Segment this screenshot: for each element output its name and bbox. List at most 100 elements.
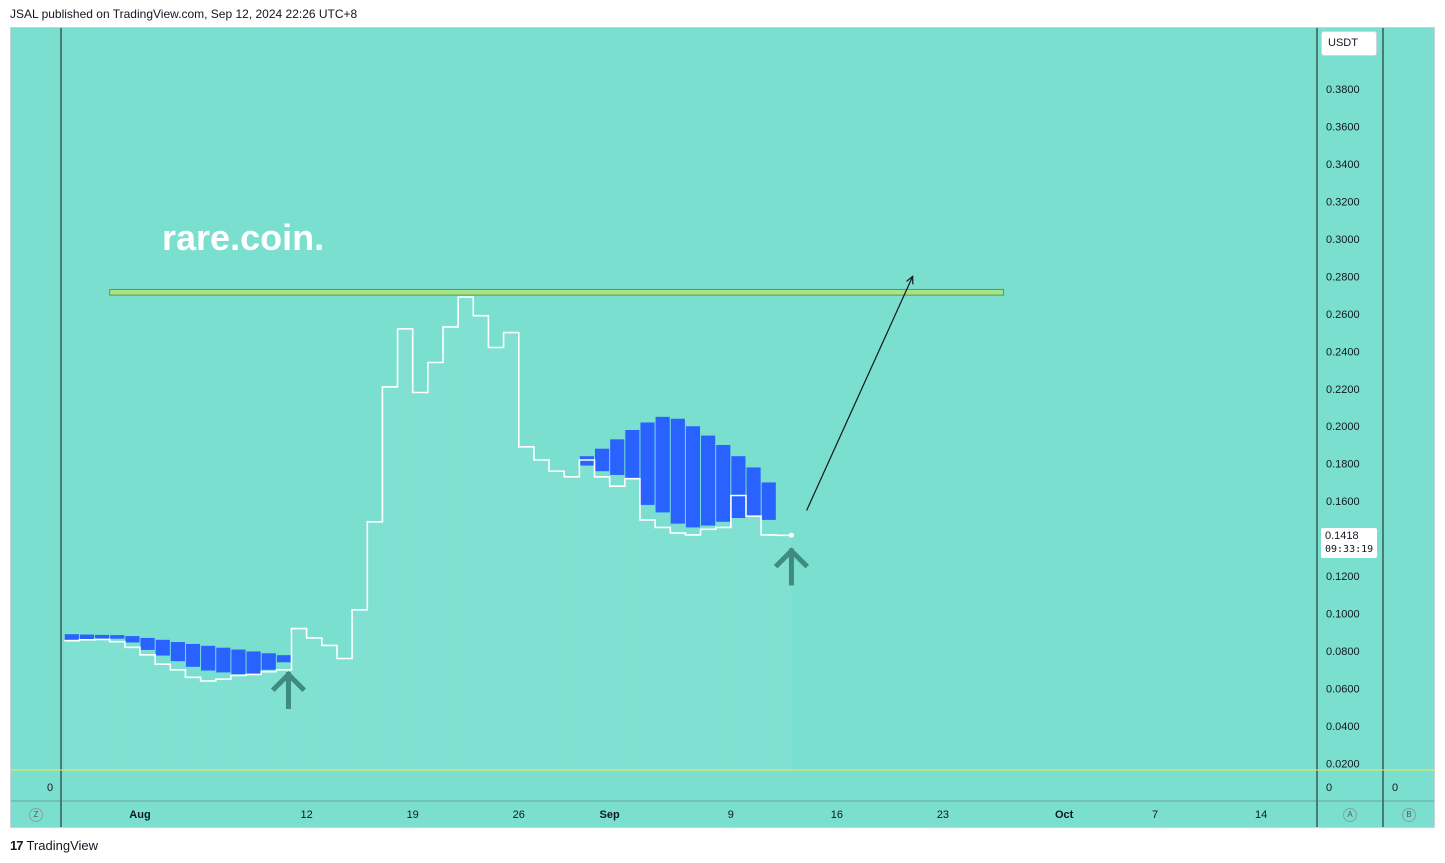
cloud-bar [155,639,170,656]
cloud-bar [655,416,670,513]
zoom-label: Z [33,810,39,819]
right-zero-label-b: 0 [1392,782,1398,794]
scale-b-label: B [1406,810,1412,819]
y-tick-label: 0.2400 [1326,346,1360,358]
up-arrow-shape [773,547,809,586]
footer: 17 TradingView [10,836,98,856]
price-shade-bar [579,459,595,770]
publish-info: JSAL published on TradingView.com, Sep 1… [10,7,358,21]
trend-arrow-head-icon [906,275,914,285]
cloud-bar [231,649,246,675]
y-tick-label: 0.0600 [1326,684,1360,696]
right-zero-label-a: 0 [1326,782,1332,794]
last-price-marker [788,532,794,538]
y-tick-label: 0.0200 [1326,758,1360,770]
y-tick-label: 0.1800 [1326,459,1360,471]
price-shade-bar [746,516,762,770]
price-shade-bar [185,677,201,770]
x-tick-label: 23 [937,809,949,821]
cloud-bar [79,634,95,640]
price-shade-bar [367,521,383,770]
y-tick-label: 0.3000 [1326,234,1360,246]
cloud-bar [670,418,685,524]
y-tick-label: 0.3600 [1326,121,1360,133]
cloud-bar [216,647,231,673]
price-shade-bar [336,658,353,770]
cloud-bar [731,456,746,519]
price-shade-bar [79,639,95,770]
price-shade-bar [306,637,322,770]
x-tick-label: 19 [407,809,419,821]
y-tick-label: 0.2800 [1326,271,1360,283]
price-shade-bar [533,459,550,770]
y-tick-label: 0.0400 [1326,721,1360,733]
price-shade-bar [609,486,625,770]
price-shade-bar [215,679,231,770]
last-price-tag: 0.1418 09:33:19 [1321,528,1377,558]
cloud-bar [95,634,110,640]
y-tick-label: 0.1600 [1326,496,1360,508]
price-shade-bar [382,386,398,770]
price-shade-bar [518,446,534,770]
trend-arrow-line[interactable] [806,276,914,511]
up-arrow-icon[interactable] [270,670,307,710]
x-tick-label: 16 [831,809,843,821]
price-shade-bar [427,362,443,770]
cloud-bar [246,651,261,674]
y-tick-label: 0.3400 [1326,159,1360,171]
price-shade-bar [412,392,428,770]
price-shade-bar [170,669,186,770]
tradingview-logo-icon: 17 [10,838,24,853]
cloud-bar [625,429,640,479]
price-shade-bar [155,664,171,770]
resistance-zone[interactable] [109,288,1005,296]
cloud-bar [685,426,701,528]
y-tick-label: 0.2200 [1326,384,1360,396]
scale-b-button[interactable]: B [1402,808,1416,822]
price-shade-bar [246,674,262,770]
price-shade-bar [458,296,474,770]
currency-label: USDT [1328,37,1358,49]
price-shade-bar [124,647,140,770]
chart-title: rare.coin. [162,217,324,258]
cloud-bar [610,439,625,475]
currency-selector[interactable]: USDT [1321,31,1377,56]
x-tick-label: Aug [129,809,150,821]
bar-countdown: 09:33:19 [1325,544,1374,555]
price-shade-bar [624,478,640,770]
price-chart[interactable]: 0 0 0 0.3800 0.3600 0.3400 0.3200 0.3000 0.2800 0… [11,28,1434,827]
price-shade-bar [140,654,156,770]
cloud-bar [185,643,201,667]
x-tick-label: Sep [600,809,620,821]
chart-frame[interactable]: 0 0 0 0.3800 0.3600 0.3400 0.3200 0.3000 0.2800 0… [10,27,1435,828]
price-shade-bar [109,641,125,770]
cloud-bar [595,448,610,472]
left-zero-label: 0 [47,782,53,794]
price-shade-bar [503,332,519,770]
x-tick-label: Oct [1055,809,1074,821]
price-shade-bar [700,529,716,770]
cloud-bar [276,655,291,663]
auto-scale-button[interactable]: A [1343,808,1357,822]
cloud-bar [579,456,594,466]
price-shade-bar [352,609,368,770]
x-tick-label: 26 [513,809,525,821]
price-shade-bar [655,527,671,770]
zoom-button[interactable]: Z [29,808,43,822]
publish-header: JSAL published on TradingView.com, Sep 1… [10,4,357,24]
price-shade-bar [594,476,610,770]
y-tick-label: 0.3800 [1326,84,1360,96]
y-tick-label: 0.2600 [1326,309,1360,321]
footer-logo-text[interactable]: TradingView [26,838,99,853]
price-shade-bar [94,639,110,770]
price-shade-bar [443,326,459,770]
x-tick-label: 12 [301,809,313,821]
price-shade-bar [564,476,580,770]
y-tick-label: 0.1000 [1326,609,1360,621]
up-arrow-icon[interactable] [773,547,809,586]
price-shade-bar [715,527,731,770]
cloud-bar [170,642,185,662]
price-shade-bar [261,671,277,770]
cloud-bar [746,467,761,517]
price-shade-bar [549,471,565,770]
